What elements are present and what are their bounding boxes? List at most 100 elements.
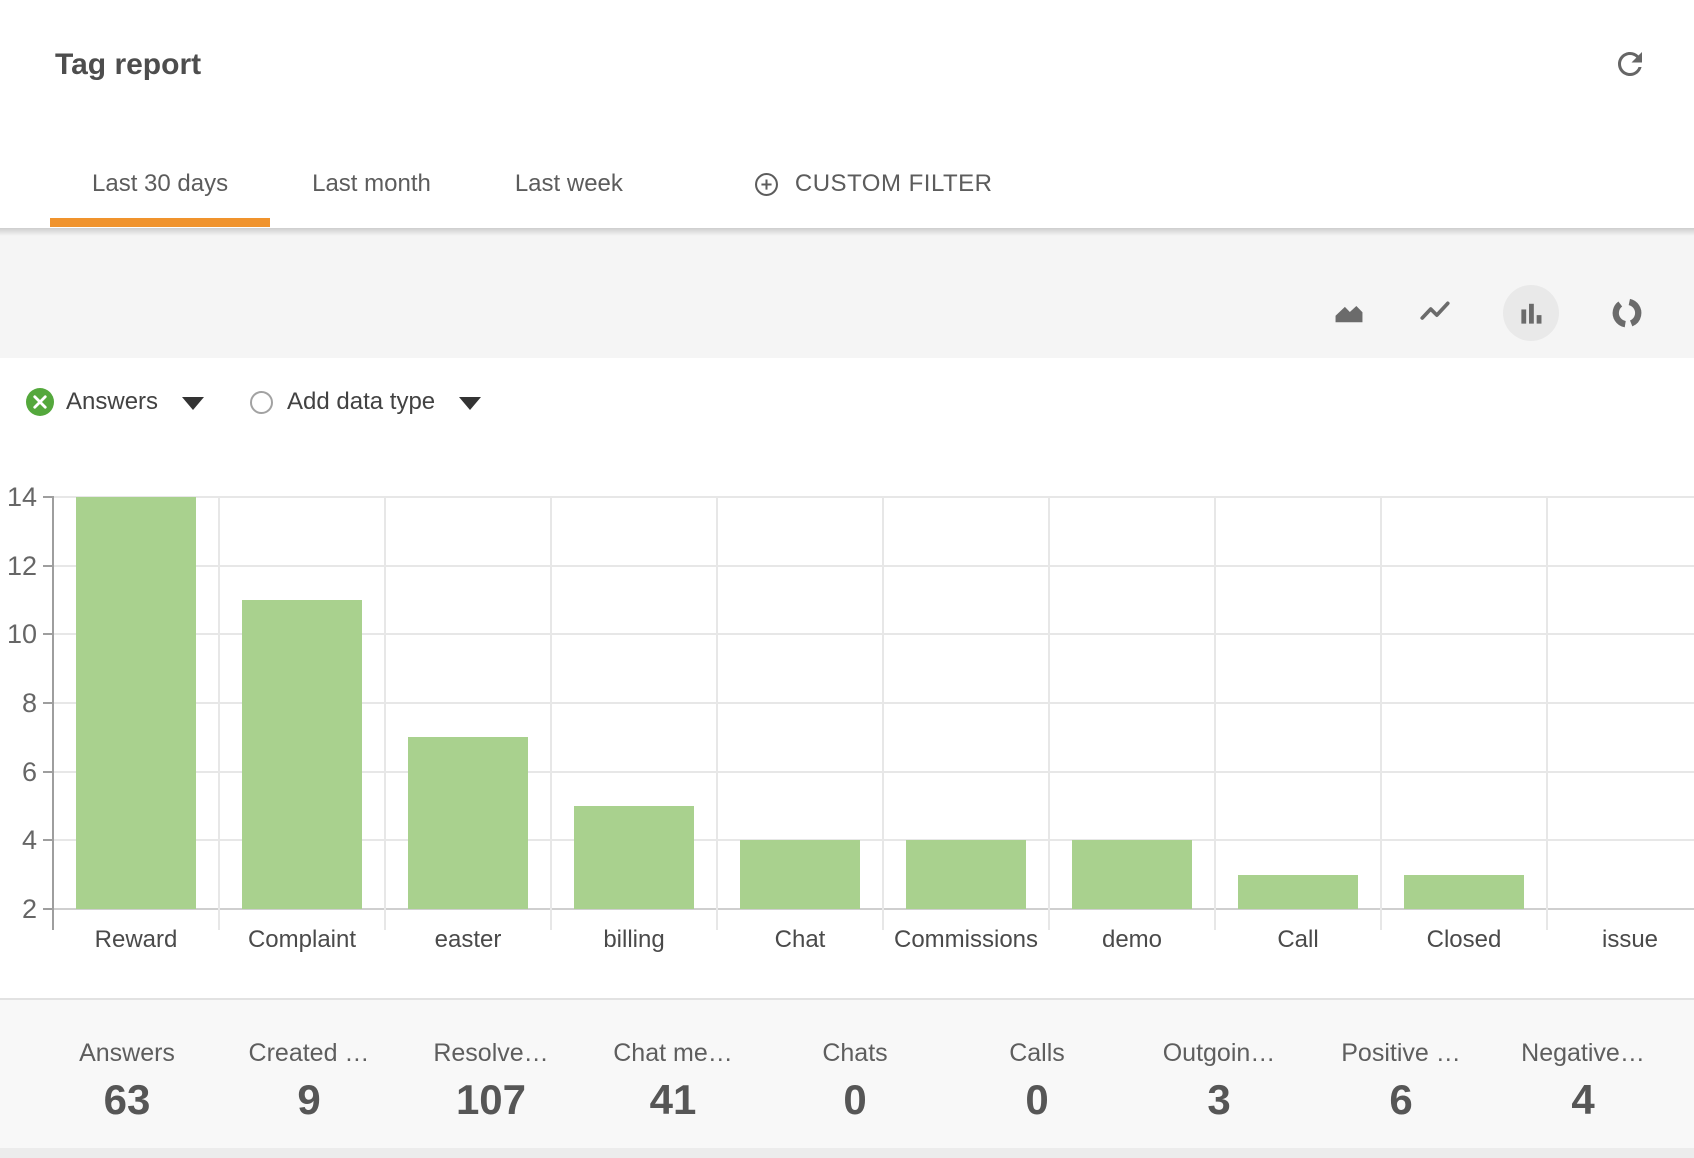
- x-axis-label: Closed: [1426, 926, 1502, 953]
- tab-label: Last week: [514, 170, 623, 197]
- line-chart-button[interactable]: [1417, 295, 1453, 331]
- series-dropdown-label: Answers: [66, 388, 159, 415]
- plus-circle-icon: [753, 171, 780, 198]
- stat-label: Chat me…: [613, 1039, 733, 1067]
- y-axis-label: 14: [6, 482, 37, 512]
- bar-demo: [1072, 840, 1192, 909]
- stat-outgoin: Outgoin… 3: [1128, 1038, 1310, 1124]
- stat-label: Negative…: [1521, 1039, 1645, 1067]
- x-axis-label: Complaint: [247, 926, 357, 953]
- x-axis-label: Chat: [774, 926, 826, 953]
- chevron-down-icon: [459, 397, 482, 410]
- y-axis-tick: [43, 770, 54, 773]
- chevron-down-icon: [182, 397, 205, 410]
- y-axis-tick: [43, 908, 54, 910]
- x-axis-label: demo: [1101, 926, 1163, 953]
- remove-series-button[interactable]: [26, 388, 54, 416]
- series-dropdown[interactable]: Answers: [66, 388, 205, 416]
- gridline: [43, 702, 1694, 704]
- stat-value: 0: [843, 1076, 867, 1123]
- page-title: Tag report: [55, 48, 202, 81]
- stat-label: Answers: [79, 1039, 175, 1067]
- gridline: [43, 633, 1694, 636]
- gridline: [43, 839, 1694, 842]
- x-axis-label: Call: [1277, 926, 1319, 953]
- bar-chart-icon: [1514, 296, 1548, 330]
- bar-commissions: [906, 840, 1026, 909]
- chart-type-switcher: [1331, 285, 1645, 341]
- donut-chart-icon: [1609, 295, 1645, 331]
- tab-label: Last 30 days: [92, 170, 229, 197]
- stat-label: Resolve…: [433, 1039, 549, 1067]
- gridline: [1380, 497, 1382, 930]
- y-axis-label: 12: [6, 550, 37, 581]
- stat-value: 0: [1025, 1076, 1049, 1123]
- stat-value: 4: [1571, 1076, 1595, 1123]
- gridline: [43, 908, 1694, 910]
- bar-reward: [76, 497, 196, 909]
- stat-label: Chats: [822, 1039, 888, 1067]
- divider: [0, 998, 1694, 1000]
- gridline: [882, 497, 884, 930]
- active-tab-indicator: [50, 218, 271, 227]
- stat-chats: Chats 0: [764, 1038, 946, 1124]
- stat-chat-me: Chat me… 41: [582, 1038, 764, 1124]
- stat-resolve: Resolve… 107: [400, 1038, 582, 1124]
- refresh-button[interactable]: [1608, 42, 1652, 86]
- x-axis-label: Reward: [94, 926, 178, 953]
- gridline: [384, 497, 386, 930]
- y-axis-label: 2: [21, 894, 37, 924]
- stat-label: Created …: [248, 1039, 370, 1067]
- bar-billing: [574, 806, 694, 909]
- donut-chart-button[interactable]: [1609, 295, 1645, 331]
- stats-row: Answers 63 Created … 9 Resolve… 107 Chat me… 41…: [0, 1038, 1694, 1124]
- bar-complaint: [242, 600, 362, 909]
- custom-filter-label: CUSTOM FILTER: [794, 170, 993, 197]
- y-axis-label: 6: [21, 756, 37, 787]
- stat-value: 63: [103, 1076, 151, 1123]
- custom-filter-button[interactable]: CUSTOM FILTER: [753, 140, 993, 228]
- tab-last-30-days[interactable]: Last 30 days: [50, 140, 271, 228]
- stat-value: 6: [1389, 1076, 1413, 1123]
- tab-last-month[interactable]: Last month: [270, 140, 473, 228]
- add-data-type-dropdown[interactable]: Add data type: [250, 388, 482, 416]
- x-axis-label: easter: [434, 926, 502, 953]
- stat-created: Created … 9: [218, 1038, 400, 1124]
- area-chart-button[interactable]: [1331, 295, 1367, 331]
- gridline: [43, 770, 1694, 773]
- y-axis-tick: [43, 633, 54, 636]
- x-axis-label: issue: [1601, 926, 1659, 953]
- add-data-type-label: Add data type: [287, 388, 436, 415]
- stat-negative: Negative… 4: [1492, 1038, 1674, 1124]
- stat-label: Calls: [1009, 1039, 1065, 1067]
- stat-value: 3: [1207, 1076, 1231, 1123]
- bar-closed: [1404, 874, 1524, 909]
- y-axis-tick: [43, 496, 54, 498]
- y-axis-label: 8: [21, 688, 37, 718]
- bar-call: [1238, 874, 1358, 909]
- y-axis-label: 4: [21, 825, 37, 856]
- line-chart-icon: [1418, 296, 1452, 330]
- x-axis-label: Commissions: [893, 926, 1039, 953]
- y-axis-tick: [43, 839, 54, 842]
- refresh-icon: [1612, 46, 1648, 82]
- summary-stats-section: Answers 63 Created … 9 Resolve… 107 Chat me… 41…: [0, 1000, 1694, 1158]
- stat-calls: Calls 0: [946, 1038, 1128, 1124]
- stat-value: 41: [649, 1076, 697, 1123]
- stat-value: 107: [455, 1076, 527, 1123]
- bottom-scroll-track: [0, 1148, 1694, 1158]
- y-axis-tick: [43, 564, 54, 567]
- x-axis-label: billing: [603, 926, 665, 953]
- stat-label: Outgoin…: [1162, 1039, 1276, 1067]
- gridline: [550, 497, 552, 930]
- bar-chart-plot: 2 4 6 8 10 12 14 Reward Complaint easter billing Ch…: [0, 482, 1694, 953]
- bar-chart-button[interactable]: [1503, 285, 1559, 341]
- area-chart-icon: [1332, 296, 1366, 330]
- gridline: [43, 496, 1694, 498]
- y-axis-label: 10: [6, 619, 37, 650]
- date-range-tabs: Last 30 days Last month Last week CUSTOM…: [50, 140, 993, 228]
- y-axis-tick: [43, 702, 54, 704]
- stat-positive: Positive … 6: [1310, 1038, 1492, 1124]
- tab-last-week[interactable]: Last week: [473, 140, 665, 228]
- bar-chat: [740, 840, 860, 909]
